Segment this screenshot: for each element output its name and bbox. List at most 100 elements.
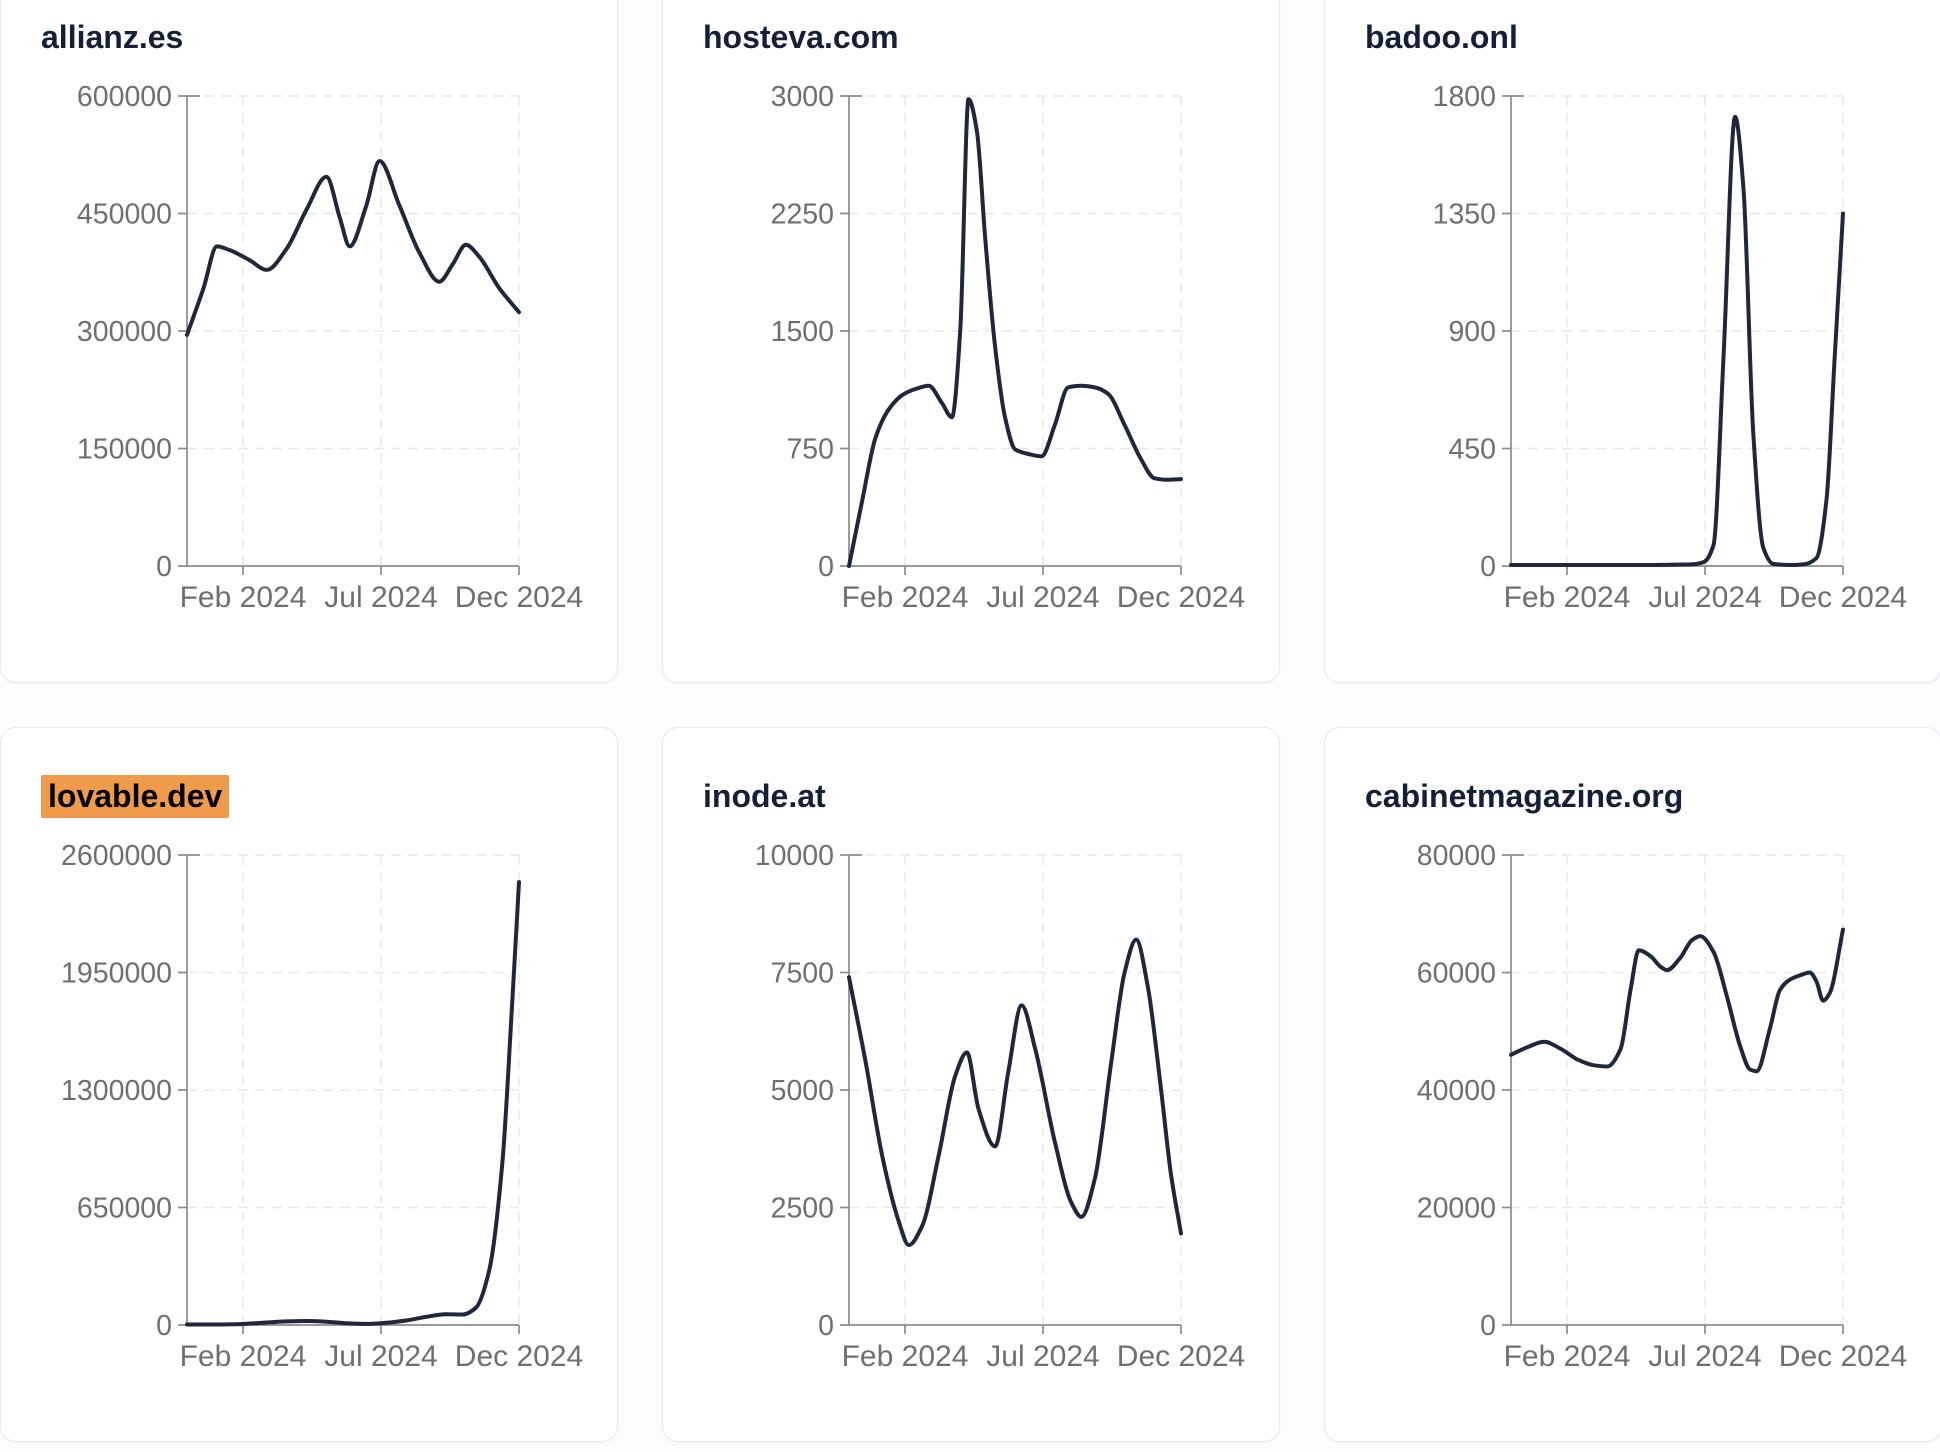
y-axis-labels: 0 150000 300000 450000 600000	[77, 81, 172, 583]
x-tick-label: Dec 2024	[1117, 1340, 1245, 1373]
x-tick-label: Jul 2024	[1648, 581, 1761, 614]
line-chart: 0 20000 40000 60000 80000 Feb 2024 Jul 2024 Dec…	[1417, 840, 1908, 1373]
x-tick-label: Feb 2024	[842, 1340, 969, 1373]
series-line	[185, 159, 521, 337]
y-tick-label: 750	[786, 434, 834, 466]
axes	[178, 95, 520, 575]
y-tick-label: 0	[156, 551, 172, 583]
x-tick-label: Jul 2024	[324, 581, 437, 614]
series-line	[847, 937, 1183, 1248]
y-tick-label: 300000	[77, 316, 172, 348]
axis-frame	[1510, 854, 1843, 1326]
x-tick-label: Jul 2024	[986, 581, 1099, 614]
y-tick-label: 2250	[771, 199, 834, 231]
chart-title: lovable.dev	[41, 775, 230, 818]
domain-name-label-highlighted: lovable.dev	[41, 775, 230, 818]
y-tick-label: 900	[1448, 316, 1496, 348]
y-tick-label: 7500	[771, 958, 834, 990]
x-axis-labels: Feb 2024 Jul 2024 Dec 2024	[842, 1340, 1246, 1373]
y-tick-label: 3000	[771, 81, 834, 113]
series-line	[1509, 927, 1845, 1074]
chart-card-inode-at: 0 2500 5000 7500 10000 Feb 2024 Jul 2024 Dec 20…	[662, 727, 1280, 1442]
chart-card-hosteva-com: 0 750 1500 2250 3000 Feb 2024 Jul 2024 Dec 2024…	[662, 0, 1280, 683]
y-tick-label: 600000	[77, 81, 172, 113]
x-tick-label: Feb 2024	[1504, 581, 1631, 614]
gridlines	[187, 854, 520, 1325]
axis-frame	[848, 854, 1181, 1326]
gridlines	[187, 95, 520, 566]
x-tick-label: Jul 2024	[986, 1340, 1099, 1373]
y-tick-label: 0	[818, 1310, 834, 1342]
line-chart: 0 750 1500 2250 3000 Feb 2024 Jul 2024 Dec 2024	[771, 81, 1246, 614]
x-tick-label: Dec 2024	[1779, 1340, 1907, 1373]
y-tick-label: 2500	[771, 1193, 834, 1225]
x-axis-labels: Feb 2024 Jul 2024 Dec 2024	[180, 1340, 584, 1373]
line-chart: 0 650000 1300000 1950000 2600000 Feb 2024 Jul …	[61, 840, 584, 1373]
x-axis-labels: Feb 2024 Jul 2024 Dec 2024	[180, 581, 584, 614]
x-tick-label: Feb 2024	[180, 581, 307, 614]
y-tick-label: 650000	[77, 1193, 172, 1225]
x-axis-labels: Feb 2024 Jul 2024 Dec 2024	[1504, 581, 1908, 614]
y-tick-label: 450000	[77, 199, 172, 231]
y-tick-label: 1950000	[61, 958, 172, 990]
x-axis-labels: Feb 2024 Jul 2024 Dec 2024	[842, 581, 1246, 614]
chart-card-allianz-es: 0 150000 300000 450000 600000 Feb 2024 Jul 202…	[0, 0, 618, 683]
x-tick-label: Feb 2024	[180, 1340, 307, 1373]
y-axis-labels: 0 650000 1300000 1950000 2600000	[61, 840, 172, 1342]
axes	[178, 854, 520, 1334]
y-tick-label: 1300000	[61, 1075, 172, 1107]
gridlines	[1511, 95, 1844, 566]
domain-name-label: hosteva.com	[703, 19, 899, 55]
axes	[1502, 854, 1844, 1334]
line-chart: 0 450 900 1350 1800 Feb 2024 Jul 2024 Dec 2024	[1433, 81, 1908, 614]
axes	[1502, 95, 1844, 575]
domain-name-label: allianz.es	[41, 19, 184, 55]
chart-card-cabinetmagazine-org: 0 20000 40000 60000 80000 Feb 2024 Jul 2024 Dec…	[1324, 727, 1940, 1442]
x-tick-label: Feb 2024	[1504, 1340, 1631, 1373]
y-tick-label: 0	[1480, 551, 1496, 583]
x-tick-label: Dec 2024	[1779, 581, 1907, 614]
x-tick-label: Jul 2024	[324, 1340, 437, 1373]
y-tick-label: 1500	[771, 316, 834, 348]
chart-title: inode.at	[703, 776, 826, 816]
line-chart: 0 2500 5000 7500 10000 Feb 2024 Jul 2024 Dec 20…	[755, 840, 1246, 1373]
domain-name-label: cabinetmagazine.org	[1365, 778, 1684, 814]
y-axis-labels: 0 20000 40000 60000 80000	[1417, 840, 1496, 1342]
y-axis-labels: 0 750 1500 2250 3000	[771, 81, 834, 583]
axes	[840, 854, 1182, 1334]
y-tick-label: 80000	[1417, 840, 1496, 872]
x-tick-label: Dec 2024	[455, 581, 583, 614]
x-tick-label: Dec 2024	[1117, 581, 1245, 614]
x-tick-label: Jul 2024	[1648, 1340, 1761, 1373]
x-axis-labels: Feb 2024 Jul 2024 Dec 2024	[1504, 1340, 1908, 1373]
chart-card-badoo-onl: 0 450 900 1350 1800 Feb 2024 Jul 2024 Dec 2024 …	[1324, 0, 1940, 683]
y-tick-label: 450	[1448, 434, 1496, 466]
domain-name-label: badoo.onl	[1365, 19, 1518, 55]
y-axis-labels: 0 2500 5000 7500 10000	[755, 840, 834, 1342]
axis-frame	[1510, 95, 1843, 567]
domain-name-label: inode.at	[703, 778, 826, 814]
chart-title: hosteva.com	[703, 17, 899, 57]
y-axis-labels: 0 450 900 1350 1800	[1433, 81, 1496, 583]
y-tick-label: 10000	[755, 840, 834, 872]
y-tick-label: 2600000	[61, 840, 172, 872]
y-tick-label: 5000	[771, 1075, 834, 1107]
y-tick-label: 0	[156, 1310, 172, 1342]
axis-frame	[848, 95, 1181, 567]
y-tick-label: 0	[818, 551, 834, 583]
line-chart: 0 150000 300000 450000 600000 Feb 2024 Jul 202…	[77, 81, 584, 614]
axis-frame	[186, 854, 519, 1326]
gridlines	[849, 854, 1182, 1325]
y-tick-label: 1800	[1433, 81, 1496, 113]
gridlines	[1511, 854, 1844, 1325]
y-tick-label: 40000	[1417, 1075, 1496, 1107]
y-tick-label: 60000	[1417, 958, 1496, 990]
axis-frame	[186, 95, 519, 567]
y-tick-label: 20000	[1417, 1193, 1496, 1225]
axes	[840, 95, 1182, 575]
series-line	[185, 880, 521, 1327]
series-line	[1509, 114, 1845, 567]
chart-title: allianz.es	[41, 17, 183, 57]
y-tick-label: 150000	[77, 434, 172, 466]
x-tick-label: Feb 2024	[842, 581, 969, 614]
